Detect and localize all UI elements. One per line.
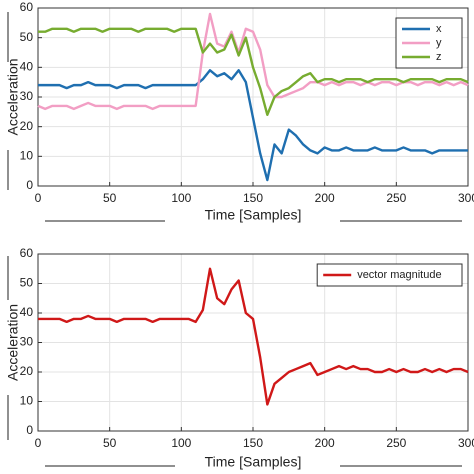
x-tick-label: 300	[458, 191, 474, 205]
x-tick-label: 0	[35, 436, 42, 450]
y-tick-label: 50	[20, 276, 34, 290]
legend-label: z	[436, 51, 442, 63]
y-tick-label: 30	[20, 335, 34, 349]
y-axis-label: Acceleration	[5, 304, 21, 381]
x-tick-label: 50	[103, 191, 117, 205]
x-tick-label: 100	[171, 191, 191, 205]
y-tick-label: 0	[26, 423, 33, 437]
axes-frame	[37, 7, 469, 187]
x-tick-label: 200	[315, 436, 335, 450]
x-tick-label: 200	[315, 191, 335, 205]
y-tick-label: 50	[20, 30, 34, 44]
x-tick-label: 150	[243, 436, 263, 450]
legend-label: y	[436, 37, 442, 49]
y-tick-label: 60	[20, 0, 34, 14]
y-tick-label: 20	[20, 119, 34, 133]
y-tick-label: 40	[20, 60, 34, 74]
x-axis-label: Time [Samples]	[205, 207, 302, 223]
x-tick-label: 150	[243, 191, 263, 205]
legend-box	[316, 263, 463, 287]
y-tick-label: 10	[20, 394, 34, 408]
axes-frame	[37, 253, 469, 432]
y-tick-label: 60	[20, 246, 34, 260]
data-line	[37, 12, 469, 111]
data-line	[38, 27, 469, 117]
y-tick-label: 40	[20, 305, 34, 319]
y-tick-label: 10	[20, 149, 34, 163]
legend-label: vector magnitude	[357, 269, 441, 281]
x-tick-label: 50	[103, 436, 117, 450]
data-line	[38, 69, 468, 182]
x-tick-label: 300	[458, 436, 474, 450]
x-axis-label: Time [Samples]	[205, 454, 302, 470]
x-tick-label: 100	[171, 436, 191, 450]
data-line	[38, 267, 469, 406]
x-tick-label: 250	[386, 191, 406, 205]
y-axis-label: Acceleration	[5, 58, 21, 135]
y-tick-label: 20	[20, 364, 34, 378]
y-tick-label: 0	[26, 178, 33, 192]
x-tick-label: 0	[35, 191, 42, 205]
y-tick-label: 30	[20, 89, 34, 103]
x-tick-label: 250	[386, 436, 406, 450]
legend-label: x	[436, 23, 442, 35]
